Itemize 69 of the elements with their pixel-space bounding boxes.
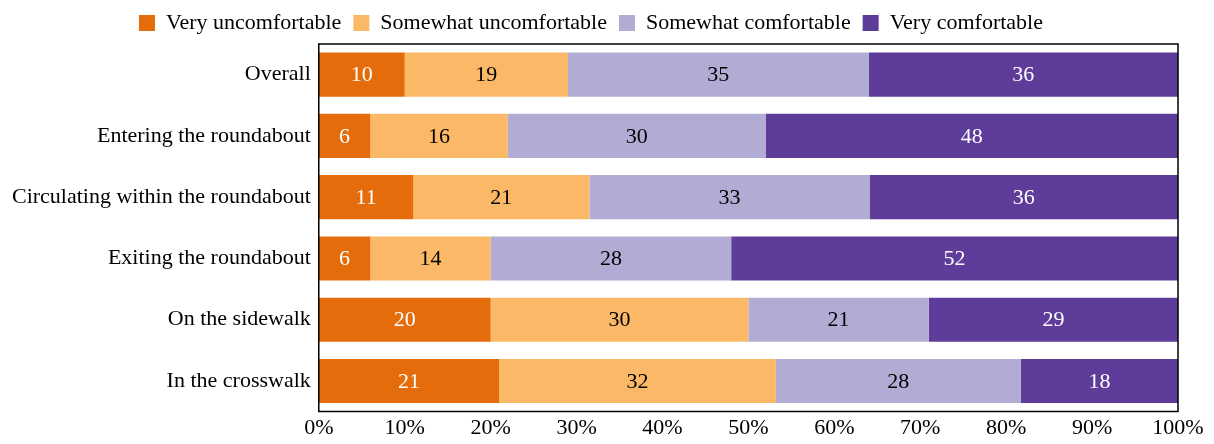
- bar: [370, 113, 508, 158]
- legend-label: Somewhat uncomfortable: [380, 8, 608, 34]
- x-tick-label: 90%: [1071, 413, 1113, 439]
- bar: [928, 297, 1178, 342]
- bar: [499, 358, 776, 404]
- y-tick-label: Overall: [244, 60, 311, 86]
- data-label: 11: [355, 183, 377, 209]
- bar: [318, 113, 371, 158]
- bar: [775, 358, 1021, 404]
- bar: [490, 236, 732, 281]
- bar: [318, 297, 491, 342]
- data-label: 30: [625, 122, 648, 148]
- data-label: 36: [1012, 183, 1035, 209]
- data-label: 18: [1088, 367, 1111, 393]
- data-label: 35: [707, 61, 730, 87]
- data-label: 19: [475, 61, 498, 87]
- bar: [589, 175, 870, 220]
- x-tick-label: 20%: [470, 413, 511, 439]
- y-tick-label: On the sidewalk: [167, 305, 311, 331]
- data-label: 28: [887, 367, 910, 393]
- x-tick-label: 80%: [985, 413, 1027, 439]
- data-label: 20: [393, 306, 416, 332]
- x-tick-label: 60%: [814, 413, 855, 439]
- x-tick-label: 70%: [900, 413, 941, 439]
- x-tick-label: 10%: [384, 413, 425, 439]
- y-tick-label: Entering the roundabout: [96, 121, 311, 147]
- data-label: 48: [960, 122, 983, 148]
- bar: [490, 297, 749, 342]
- bar: [404, 52, 568, 97]
- x-tick-label: 50%: [728, 413, 769, 439]
- legend-label: Very comfortable: [889, 8, 1043, 34]
- data-label: 16: [428, 122, 451, 148]
- y-tick-label: Exiting the roundabout: [107, 244, 311, 270]
- x-tick-label: 0%: [304, 413, 334, 439]
- data-label: 28: [599, 245, 622, 271]
- bar: [765, 113, 1178, 158]
- bar: [318, 358, 500, 404]
- legend-label: Very uncomfortable: [166, 8, 342, 34]
- y-tick-label: Circulating within the roundabout: [11, 182, 311, 208]
- data-label: 36: [1012, 61, 1035, 87]
- data-label: 14: [419, 245, 442, 271]
- y-tick-label: In the crosswalk: [166, 366, 311, 392]
- x-tick-label: 30%: [556, 413, 597, 439]
- bar: [318, 236, 371, 281]
- data-label: 21: [490, 183, 513, 209]
- data-label: 29: [1042, 306, 1065, 332]
- bar: [318, 52, 405, 97]
- data-label: 10: [350, 61, 373, 87]
- data-label: 21: [827, 306, 850, 332]
- bar: [869, 175, 1178, 220]
- bar: [1020, 358, 1178, 404]
- data-label: 21: [398, 367, 420, 393]
- data-label: 33: [718, 183, 741, 209]
- data-label: 6: [339, 122, 351, 148]
- data-label: 30: [608, 306, 631, 332]
- bar: [413, 175, 590, 220]
- legend-label: Somewhat comfortable: [646, 8, 851, 34]
- x-tick-label: 100%: [1152, 413, 1204, 439]
- bar: [731, 236, 1178, 281]
- bar: [748, 297, 929, 342]
- data-label: 52: [943, 245, 966, 271]
- bar: [318, 175, 414, 220]
- bar: [507, 113, 766, 158]
- bar: [567, 52, 869, 97]
- bar: [370, 236, 491, 281]
- data-label: 6: [339, 245, 351, 271]
- data-label: 32: [626, 367, 649, 393]
- x-tick-label: 40%: [642, 413, 683, 439]
- bar: [868, 52, 1178, 97]
